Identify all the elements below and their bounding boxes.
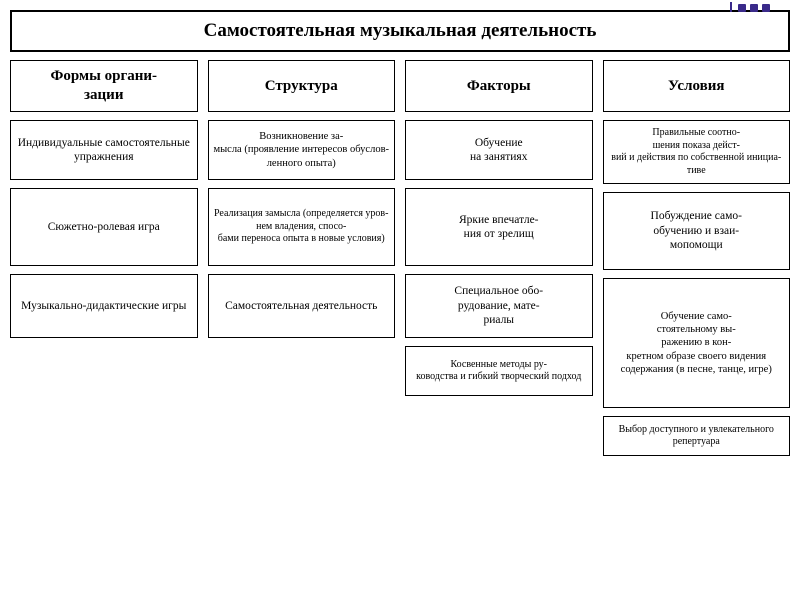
col1-cell3: Музыкально-дидактические игры — [10, 274, 198, 338]
col3-cell1: Обучениена занятиях — [405, 120, 593, 180]
col4-header: Условия — [603, 60, 791, 112]
col2-cell2: Реализация замысла (определяется уров-не… — [208, 188, 396, 266]
col1-cell2: Сюжетно-ролевая игра — [10, 188, 198, 266]
decor-line — [730, 2, 732, 12]
decor-dots — [738, 4, 770, 12]
diagram-grid: Формы органи-зации Индивидуальные самост… — [6, 60, 794, 456]
col4-cell1: Правильные соотно-шения показа дейст-вий… — [603, 120, 791, 184]
col3-cell2: Яркие впечатле-ния от зрелищ — [405, 188, 593, 266]
col1-cell1: Индивидуальные самостоятельные упражнени… — [10, 120, 198, 180]
col3-cell3: Специальное обо-рудование, мате-риалы — [405, 274, 593, 338]
col3-cell4: Косвенные методы ру-ководства и гибкий т… — [405, 346, 593, 396]
diagram-title: Самостоятельная музыкальная деятельность — [10, 10, 790, 52]
column-forms: Формы органи-зации Индивидуальные самост… — [10, 60, 198, 456]
col3-header: Факторы — [405, 60, 593, 112]
col4-cell3: Обучение само-стоятельному вы-ражению в … — [603, 278, 791, 408]
col2-header: Структура — [208, 60, 396, 112]
col2-cell1: Возникновение за-мысла (проявление интер… — [208, 120, 396, 180]
col4-cell2: Побуждение само-обучению и взаи-мопомощи — [603, 192, 791, 270]
column-conditions: Условия Правильные соотно-шения показа д… — [603, 60, 791, 456]
col2-cell3: Самостоятельная деятельность — [208, 274, 396, 338]
col4-cell4: Выбор доступного и увлекательного реперт… — [603, 416, 791, 456]
column-factors: Факторы Обучениена занятиях Яркие впечат… — [405, 60, 593, 456]
column-structure: Структура Возникновение за-мысла (проявл… — [208, 60, 396, 456]
col1-header: Формы органи-зации — [10, 60, 198, 112]
